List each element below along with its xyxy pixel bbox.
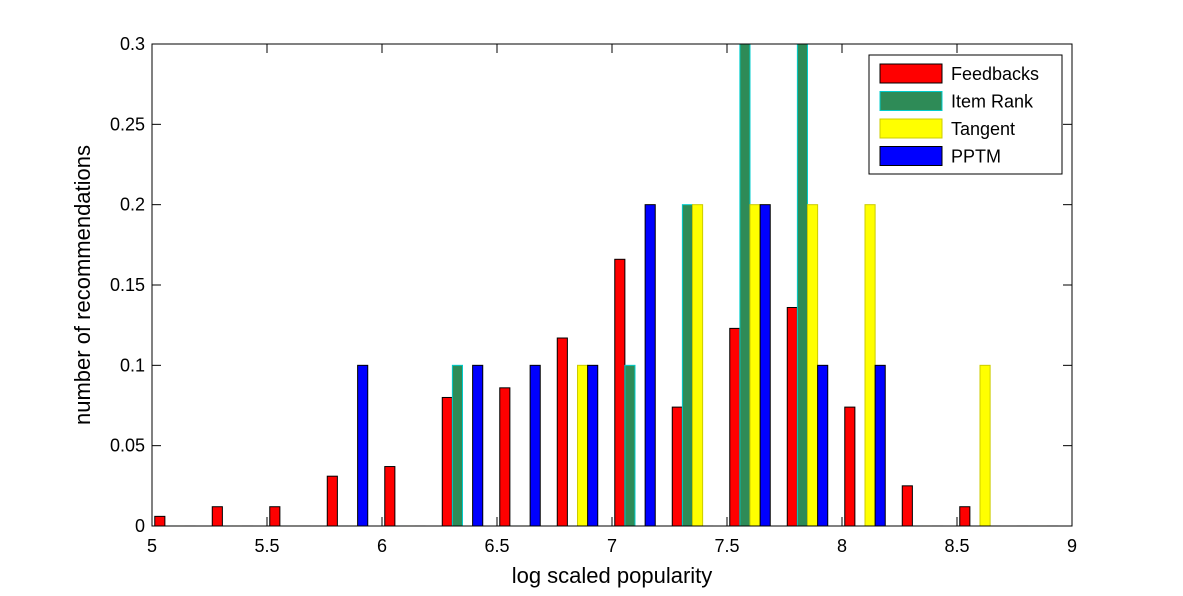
bar-feedbacks bbox=[902, 486, 912, 526]
x-tick-label: 7.5 bbox=[714, 536, 739, 556]
y-tick-label: 0.3 bbox=[120, 34, 145, 54]
x-tick-label: 5.5 bbox=[254, 536, 279, 556]
bar-tangent bbox=[693, 205, 703, 526]
bar-feedbacks bbox=[442, 397, 452, 526]
bar-item-rank bbox=[740, 44, 750, 526]
y-tick-label: 0 bbox=[135, 516, 145, 536]
bar-pptm bbox=[473, 365, 483, 526]
bar-pptm bbox=[645, 205, 655, 526]
bar-feedbacks bbox=[155, 516, 165, 526]
bar-pptm bbox=[760, 205, 770, 526]
y-axis-label: number of recommendations bbox=[70, 145, 95, 425]
x-tick-label: 5 bbox=[147, 536, 157, 556]
legend-swatch bbox=[880, 92, 942, 111]
bar-feedbacks bbox=[787, 307, 797, 526]
legend-label: Tangent bbox=[951, 119, 1015, 139]
x-tick-label: 9 bbox=[1067, 536, 1077, 556]
bar-feedbacks bbox=[845, 407, 855, 526]
bar-item-rank bbox=[797, 44, 807, 526]
bar-item-rank bbox=[452, 365, 462, 526]
legend-label: Item Rank bbox=[951, 92, 1034, 112]
bar-feedbacks bbox=[270, 507, 280, 526]
bar-feedbacks bbox=[500, 388, 510, 526]
y-tick-label: 0.15 bbox=[110, 275, 145, 295]
bar-tangent bbox=[578, 365, 588, 526]
y-tick-label: 0.2 bbox=[120, 195, 145, 215]
bar-item-rank bbox=[625, 365, 635, 526]
bar-feedbacks bbox=[212, 507, 222, 526]
bar-pptm bbox=[530, 365, 540, 526]
x-tick-label: 8.5 bbox=[944, 536, 969, 556]
legend-swatch bbox=[880, 119, 942, 138]
bar-feedbacks bbox=[385, 467, 395, 526]
legend-swatch bbox=[880, 147, 942, 166]
x-tick-label: 6.5 bbox=[484, 536, 509, 556]
x-axis-label: log scaled popularity bbox=[512, 563, 713, 588]
bar-tangent bbox=[750, 205, 760, 526]
x-tick-label: 6 bbox=[377, 536, 387, 556]
bar-pptm bbox=[588, 365, 598, 526]
legend: Feedbacks Item Rank Tangent PPTM bbox=[869, 55, 1062, 174]
bar-feedbacks bbox=[730, 328, 740, 526]
bar-tangent bbox=[865, 205, 875, 526]
bar-feedbacks bbox=[327, 476, 337, 526]
legend-label: Feedbacks bbox=[951, 64, 1039, 84]
bar-tangent bbox=[980, 365, 990, 526]
bar-pptm bbox=[818, 365, 828, 526]
bar-feedbacks bbox=[672, 407, 682, 526]
y-tick-label: 0.1 bbox=[120, 355, 145, 375]
bar-feedbacks bbox=[557, 338, 567, 526]
bar-item-rank bbox=[682, 205, 692, 526]
x-tick-label: 7 bbox=[607, 536, 617, 556]
legend-label: PPTM bbox=[951, 147, 1001, 167]
y-tick-label: 0.25 bbox=[110, 114, 145, 134]
bar-feedbacks bbox=[615, 259, 625, 526]
x-tick-label: 8 bbox=[837, 536, 847, 556]
bar-pptm bbox=[875, 365, 885, 526]
bar-feedbacks bbox=[960, 507, 970, 526]
legend-swatch bbox=[880, 64, 942, 83]
bar-tangent bbox=[808, 205, 818, 526]
y-tick-label: 0.05 bbox=[110, 436, 145, 456]
bar-pptm bbox=[358, 365, 368, 526]
